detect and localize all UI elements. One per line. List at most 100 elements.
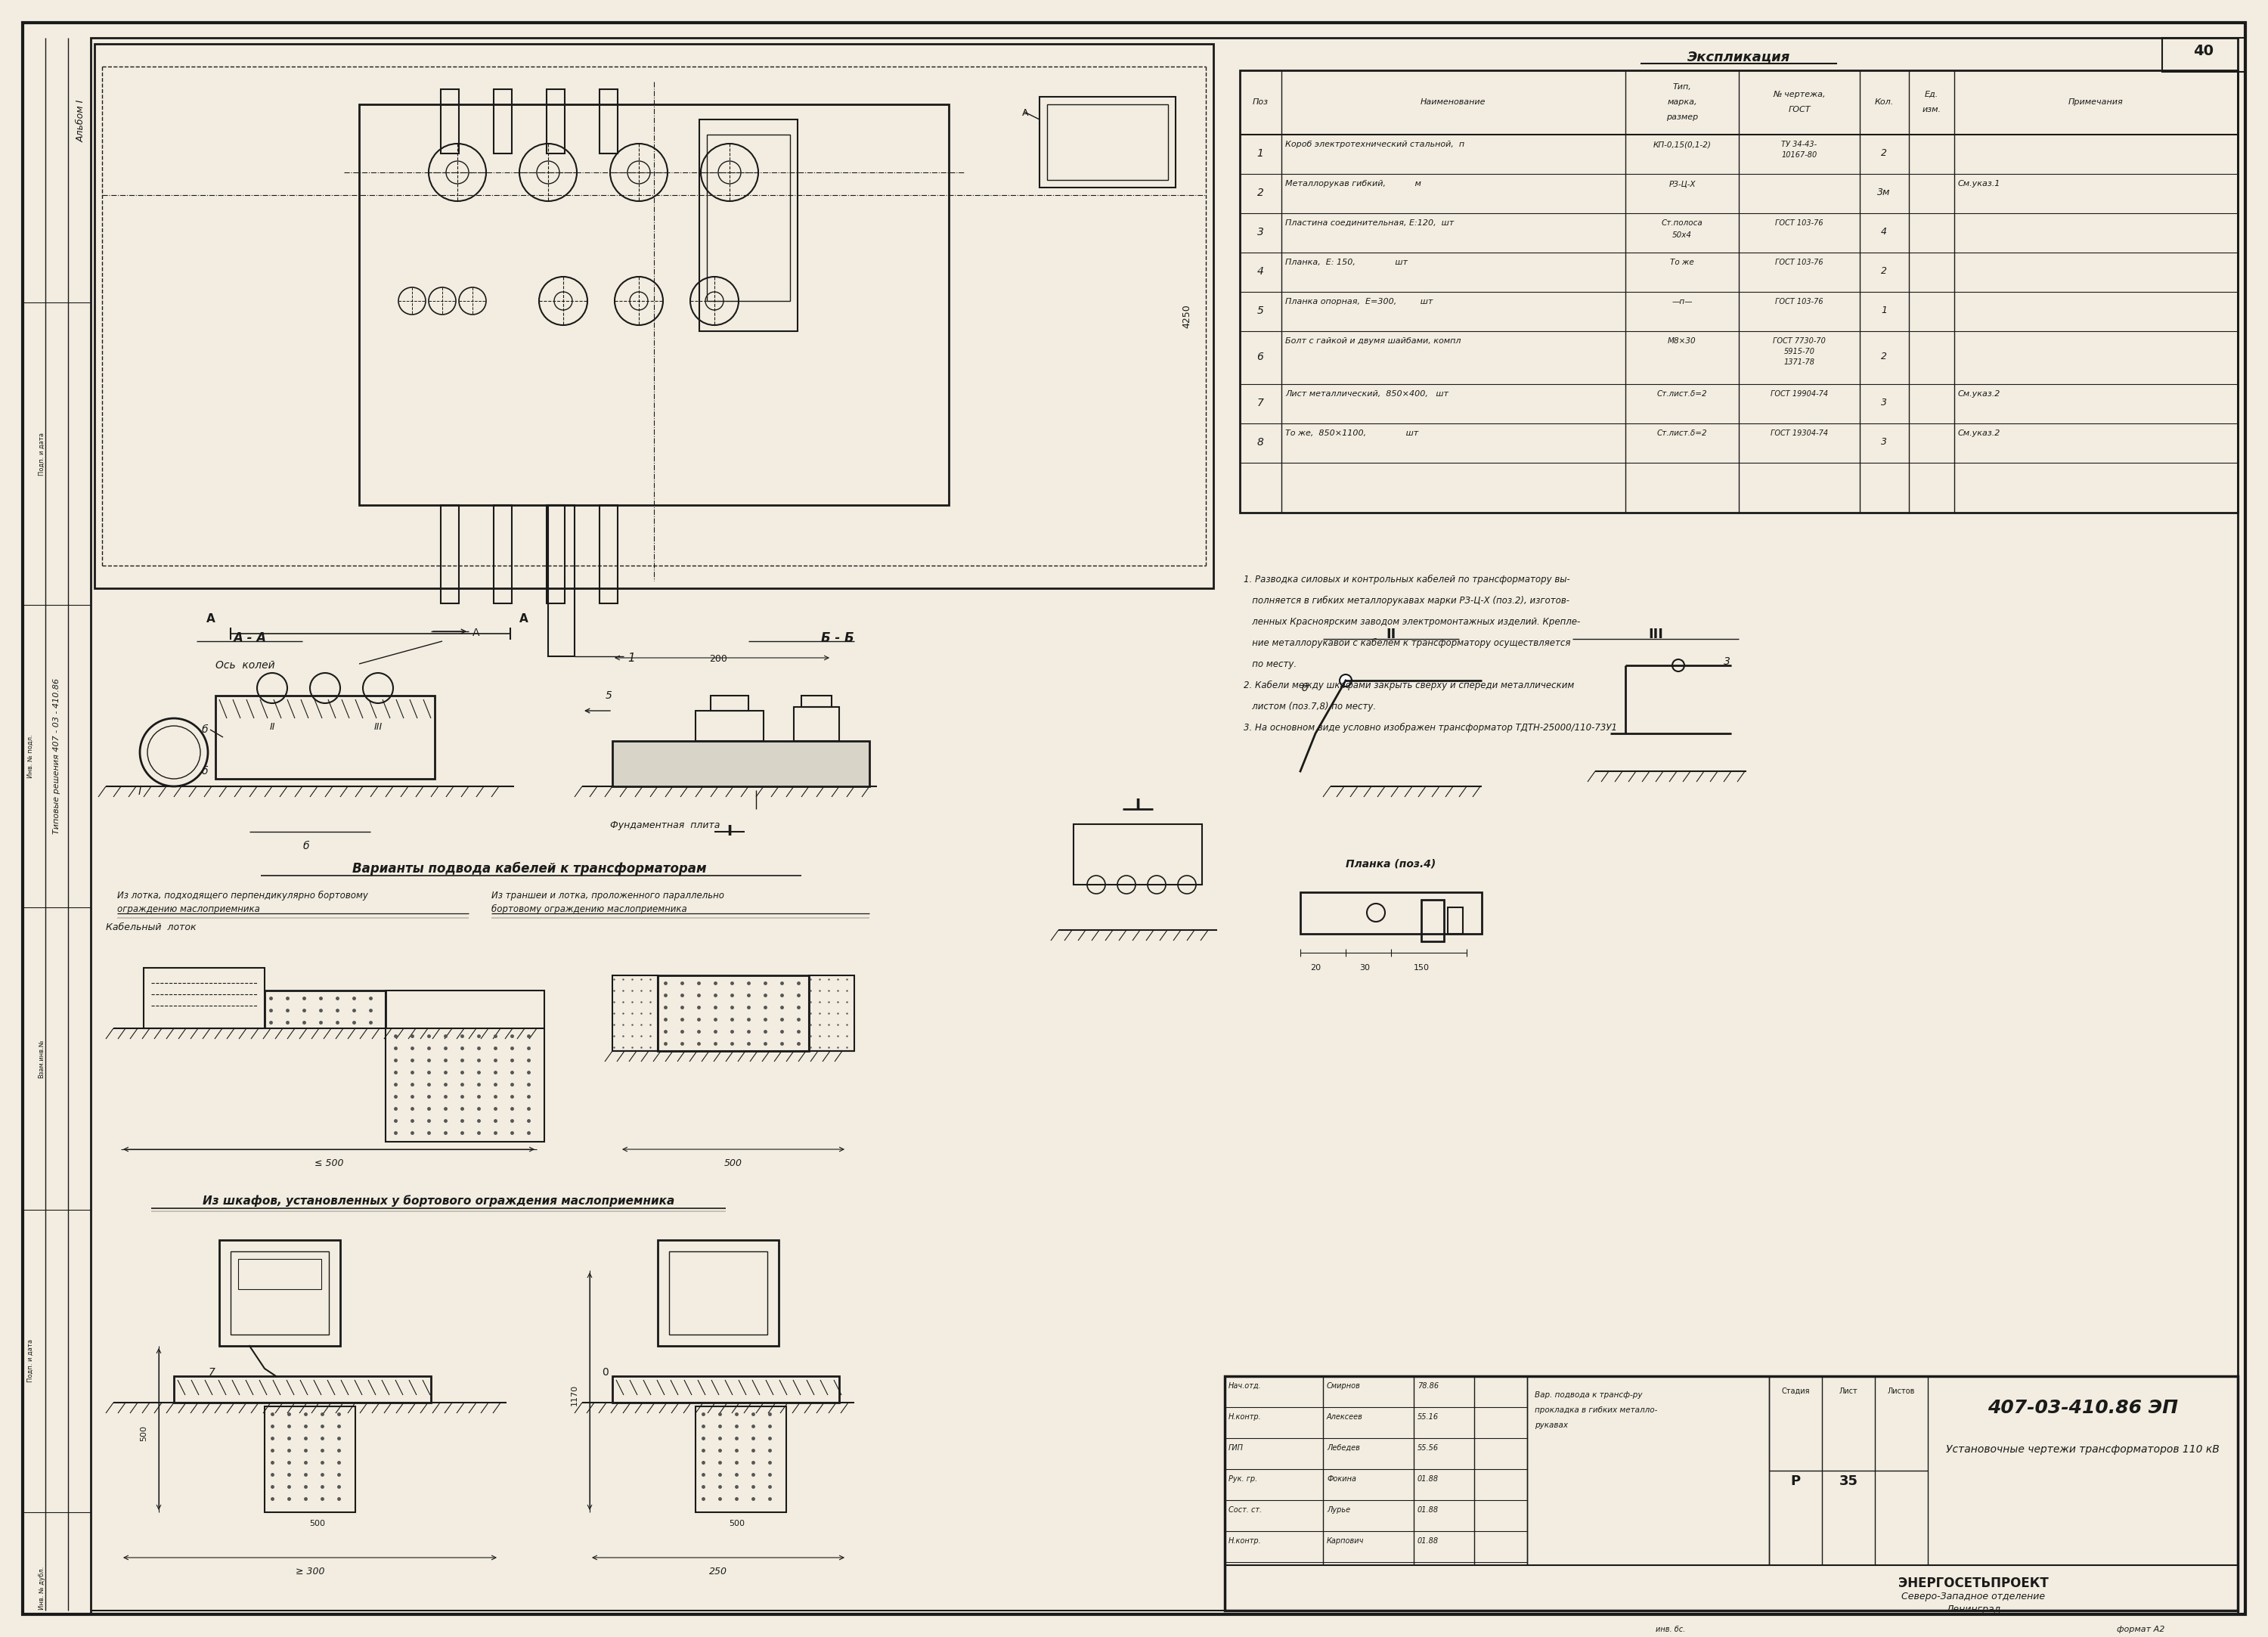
Bar (547, 90, 565, 154)
Text: Карпович: Карпович (1327, 1537, 1363, 1545)
Text: III: III (1649, 627, 1662, 642)
Text: 500: 500 (311, 1519, 327, 1527)
Text: 20: 20 (1311, 964, 1320, 972)
Bar (215, 696, 435, 779)
Text: № чертежа,: № чертежа, (1774, 90, 1826, 98)
Bar (494, 90, 513, 154)
Text: Примечания: Примечания (2068, 98, 2123, 106)
Text: Фокина: Фокина (1327, 1475, 1356, 1483)
Text: марка,: марка, (1667, 98, 1696, 106)
Text: 1170: 1170 (572, 1385, 578, 1406)
Text: А: А (519, 614, 528, 625)
Text: —п—: —п— (1672, 298, 1692, 306)
Text: 4: 4 (1880, 228, 1887, 237)
Text: Н.контр.: Н.контр. (1229, 1413, 1261, 1421)
Text: Северо-Западное отделение: Северо-Западное отделение (1901, 1591, 2046, 1601)
Text: А: А (472, 627, 481, 638)
Text: Поз: Поз (1252, 98, 1268, 106)
Text: Инв. № подл.: Инв. № подл. (27, 735, 34, 778)
Text: 500: 500 (723, 1159, 742, 1169)
Text: 40: 40 (2193, 44, 2214, 59)
Bar (494, 506, 513, 604)
Text: 3м: 3м (1878, 188, 1892, 198)
Text: III: III (374, 722, 383, 732)
Text: ГИП: ГИП (1229, 1444, 1243, 1452)
Text: 407-03-410.86 ЭП: 407-03-410.86 ЭП (1987, 1400, 2177, 1418)
Text: б: б (202, 766, 209, 776)
Bar (1422, 900, 1445, 941)
Text: Болт с гайкой и двумя шайбами, компл: Болт с гайкой и двумя шайбами, компл (1286, 337, 1461, 345)
Bar (2161, 38, 2245, 72)
Text: ГОСТ 19904-74: ГОСТ 19904-74 (1771, 390, 1828, 398)
Text: Лист металлический,  850×400,   шт: Лист металлический, 850×400, шт (1286, 390, 1449, 398)
Text: 4250: 4250 (1182, 304, 1193, 327)
Text: Инв. № дубл.: Инв. № дубл. (39, 1567, 45, 1609)
Text: То же: То же (1669, 259, 1694, 267)
Text: Из шкафов, установленных у бортового ограждения маслоприемника: Из шкафов, установленных у бортового огр… (202, 1195, 674, 1206)
Text: 500: 500 (730, 1519, 744, 1527)
Text: изм.: изм. (1921, 106, 1941, 113)
Text: листом (поз.7,8) по месту.: листом (поз.7,8) по месту. (1243, 702, 1377, 712)
Bar (1073, 823, 1202, 884)
Text: ГОСТ 103-76: ГОСТ 103-76 (1776, 219, 1823, 228)
Text: 35: 35 (1839, 1475, 1857, 1488)
Text: Типовые решения 407 - 03 - 410.86: Типовые решения 407 - 03 - 410.86 (52, 678, 61, 833)
Text: инв. бс.: инв. бс. (1656, 1626, 1685, 1634)
Bar (238, 1259, 322, 1290)
Text: Ст.лист.δ=2: Ст.лист.δ=2 (1658, 429, 1708, 437)
Bar (801, 696, 832, 707)
Text: А - А: А - А (234, 632, 265, 645)
Bar (549, 506, 574, 656)
Bar (710, 696, 748, 710)
Text: рукавах: рукавах (1535, 1421, 1567, 1429)
Text: ограждению маслоприемника: ограждению маслоприемника (118, 904, 261, 913)
Bar (708, 134, 789, 301)
Text: ≥ 300: ≥ 300 (295, 1567, 324, 1576)
Text: ТУ 34-43-: ТУ 34-43- (1780, 141, 1817, 149)
Text: РЗ-Ц-Х: РЗ-Ц-Х (1669, 180, 1696, 188)
Bar (612, 1377, 839, 1403)
Bar (143, 967, 265, 1028)
Text: ГОСТ 19304-74: ГОСТ 19304-74 (1771, 429, 1828, 437)
Text: I: I (1134, 797, 1141, 812)
Text: ГОСТ 103-76: ГОСТ 103-76 (1776, 259, 1823, 267)
Text: ЭНЕРГОСЕТЬПРОЕКТ: ЭНЕРГОСЕТЬПРОЕКТ (1898, 1576, 2048, 1590)
Text: Ось  колей: Ось колей (215, 660, 274, 671)
Text: 3: 3 (1880, 398, 1887, 408)
Text: Р: Р (1789, 1475, 1801, 1488)
Text: 5: 5 (1256, 306, 1263, 316)
Bar (95, 44, 1213, 588)
Text: 7: 7 (209, 1367, 215, 1378)
Text: 150: 150 (1413, 964, 1429, 972)
Text: 7: 7 (1256, 398, 1263, 408)
Bar (599, 90, 617, 154)
Text: Ст.полоса: Ст.полоса (1662, 219, 1703, 228)
Text: Ст.лист.δ=2: Ст.лист.δ=2 (1658, 390, 1708, 398)
Text: 2: 2 (1880, 149, 1887, 159)
Bar (265, 1406, 356, 1513)
Text: 3. На основном виде условно изображен трансформатор ТДТН-25000/110-73У1: 3. На основном виде условно изображен тр… (1243, 724, 1617, 733)
Bar (658, 1241, 778, 1346)
Text: КП-0,15(0,1-2): КП-0,15(0,1-2) (1653, 141, 1710, 149)
Text: ГОСТ 103-76: ГОСТ 103-76 (1776, 298, 1823, 306)
Bar (810, 976, 855, 1051)
Bar (220, 1241, 340, 1346)
Text: Нач.отд.: Нач.отд. (1229, 1382, 1261, 1390)
Text: 500: 500 (141, 1424, 147, 1441)
Text: Установочные чертежи трансформаторов 110 кВ: Установочные чертежи трансформаторов 110… (1946, 1444, 2220, 1455)
Text: 1. Разводка силовых и контрольных кабелей по трансформатору вы-: 1. Разводка силовых и контрольных кабеле… (1243, 575, 1569, 584)
Text: Наименование: Наименование (1420, 98, 1486, 106)
Text: б: б (202, 724, 209, 735)
Text: Вар. подвода к трансф-ру: Вар. подвода к трансф-ру (1535, 1391, 1642, 1400)
Bar (1241, 70, 2239, 512)
Text: Планка опорная,  Е=300,         шт: Планка опорная, Е=300, шт (1286, 298, 1433, 306)
Text: Металлорукав гибкий,           м: Металлорукав гибкий, м (1286, 180, 1422, 188)
Text: Лебедев: Лебедев (1327, 1444, 1361, 1452)
Text: Пластина соединительная, Е:120,  шт: Пластина соединительная, Е:120, шт (1286, 219, 1454, 228)
Text: Тип,: Тип, (1674, 83, 1692, 90)
Text: Экспликация: Экспликация (1687, 49, 1789, 64)
Text: 4: 4 (1256, 267, 1263, 277)
Bar (1225, 1377, 2239, 1611)
Text: Взам.инв.№: Взам.инв.№ (39, 1039, 45, 1079)
Bar (358, 105, 948, 506)
